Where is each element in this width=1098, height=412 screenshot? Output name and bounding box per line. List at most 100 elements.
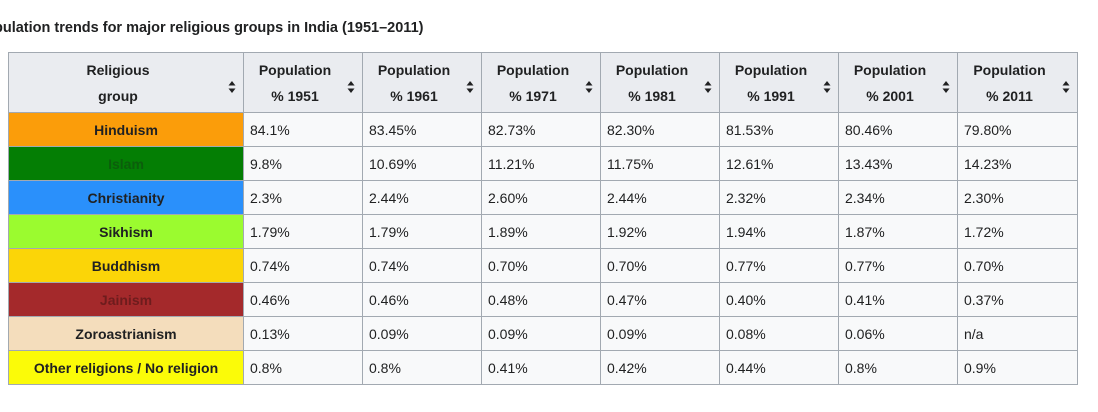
population-percent-cell: 0.41%: [481, 350, 601, 385]
column-header-label: Population: [973, 61, 1046, 78]
population-percent-cell: 11.75%: [600, 146, 720, 181]
column-header-label: % 1951: [271, 87, 319, 104]
table-row: Jainism 0.46% 0.46% 0.48% 0.47% 0.40% 0.41% 0.3…: [8, 282, 1078, 317]
column-header-label: % 2001: [866, 87, 914, 104]
population-percent-cell: 1.94%: [719, 214, 839, 249]
column-header-label: Population: [258, 61, 332, 78]
population-percent-cell: 2.44%: [600, 180, 720, 215]
population-percent-cell: 0.47%: [600, 282, 720, 317]
column-header-4[interactable]: Population % 1981: [600, 52, 720, 113]
column-header-label: Population: [496, 61, 570, 78]
sort-toggle-icon[interactable]: [347, 76, 355, 93]
population-percent-cell: 0.48%: [481, 282, 601, 317]
population-percent-cell: 0.46%: [362, 282, 482, 317]
population-percent-cell: 79.80%: [957, 112, 1078, 147]
table-row: Christianity 2.3% 2.44% 2.60% 2.44% 2.32% 2.34…: [8, 180, 1078, 215]
population-percent-cell: 12.61%: [719, 146, 839, 181]
table-caption: pulation trends for major religious grou…: [0, 20, 424, 36]
column-header-label: Religious: [86, 61, 150, 78]
column-header-label: % 1981: [628, 87, 676, 104]
column-header-label: Population: [853, 61, 927, 78]
religion-name-cell: Other religions / No religion: [8, 350, 244, 385]
population-percent-cell: 10.69%: [362, 146, 482, 181]
population-percent-cell: 0.06%: [838, 316, 958, 351]
population-percent-cell: 0.08%: [719, 316, 839, 351]
table-row: Islam 9.8% 10.69% 11.21% 11.75% 12.61% 13.43% 1…: [8, 146, 1078, 181]
population-percent-cell: 0.8%: [243, 350, 363, 385]
sort-toggle-icon[interactable]: [942, 76, 950, 93]
column-header-label: % 1991: [747, 87, 795, 104]
table-body: Hinduism 84.1% 83.45% 82.73% 82.30% 81.53% 80.…: [8, 112, 1078, 385]
population-percent-cell: 1.72%: [957, 214, 1078, 249]
religion-name-cell: Jainism: [8, 282, 244, 317]
column-header-7[interactable]: Population % 2011: [957, 52, 1078, 113]
population-percent-cell: 14.23%: [957, 146, 1078, 181]
religion-name-cell: Christianity: [8, 180, 244, 215]
column-header-label: Population: [615, 61, 689, 78]
column-header-label: % 1971: [509, 87, 557, 104]
population-percent-cell: 82.73%: [481, 112, 601, 147]
population-percent-cell: 0.9%: [957, 350, 1078, 385]
population-percent-cell: 0.70%: [600, 248, 720, 283]
religion-name-cell: Hinduism: [8, 112, 244, 147]
column-header-5[interactable]: Population % 1991: [719, 52, 839, 113]
column-header-label: % 1961: [390, 87, 438, 104]
population-percent-cell: 2.34%: [838, 180, 958, 215]
column-header-label: group: [98, 87, 138, 104]
population-percent-cell: 2.30%: [957, 180, 1078, 215]
population-percent-cell: 0.37%: [957, 282, 1078, 317]
population-percent-cell: 2.3%: [243, 180, 363, 215]
population-percent-cell: 0.09%: [362, 316, 482, 351]
population-percent-cell: 0.77%: [719, 248, 839, 283]
population-percent-cell: 0.74%: [362, 248, 482, 283]
population-percent-cell: 0.09%: [600, 316, 720, 351]
table-row: Sikhism 1.79% 1.79% 1.89% 1.92% 1.94% 1.87% 1.7…: [8, 214, 1078, 249]
sort-toggle-icon[interactable]: [1062, 76, 1070, 93]
sort-toggle-icon[interactable]: [585, 76, 593, 93]
religion-name-cell: Buddhism: [8, 248, 244, 283]
sort-toggle-icon[interactable]: [228, 76, 236, 93]
population-percent-cell: 0.8%: [838, 350, 958, 385]
sort-toggle-icon[interactable]: [704, 76, 712, 93]
column-header-label: Population: [734, 61, 808, 78]
column-header-2[interactable]: Population % 1961: [362, 52, 482, 113]
population-percent-cell: 9.8%: [243, 146, 363, 181]
population-percent-cell: 0.44%: [719, 350, 839, 385]
population-percent-cell: n/a: [957, 316, 1078, 351]
table-row: Hinduism 84.1% 83.45% 82.73% 82.30% 81.53% 80.…: [8, 112, 1078, 147]
population-percent-cell: 81.53%: [719, 112, 839, 147]
column-header-label: Population: [377, 61, 451, 78]
population-percent-cell: 0.41%: [838, 282, 958, 317]
population-percent-cell: 1.92%: [600, 214, 720, 249]
religion-name-cell: Sikhism: [8, 214, 244, 249]
religion-population-table: Religious group Population% 1951 Population…: [8, 52, 1078, 385]
population-percent-cell: 2.44%: [362, 180, 482, 215]
population-percent-cell: 83.45%: [362, 112, 482, 147]
population-percent-cell: 0.09%: [481, 316, 601, 351]
column-header-0[interactable]: Religious group: [8, 52, 244, 113]
population-percent-cell: 13.43%: [838, 146, 958, 181]
header-row: Religious group Population% 1951 Population…: [8, 52, 1078, 113]
table-row: Buddhism 0.74% 0.74% 0.70% 0.70% 0.77% 0.77% 0.…: [8, 248, 1078, 283]
population-percent-cell: 1.79%: [362, 214, 482, 249]
population-percent-cell: 0.70%: [481, 248, 601, 283]
population-percent-cell: 84.1%: [243, 112, 363, 147]
table-row: Zoroastrianism 0.13% 0.09% 0.09% 0.09% 0.08% 0…: [8, 316, 1078, 351]
population-percent-cell: 0.46%: [243, 282, 363, 317]
population-percent-cell: 0.42%: [600, 350, 720, 385]
column-header-3[interactable]: Population % 1971: [481, 52, 601, 113]
population-percent-cell: 1.89%: [481, 214, 601, 249]
population-percent-cell: 1.79%: [243, 214, 363, 249]
sort-toggle-icon[interactable]: [823, 76, 831, 93]
column-header-6[interactable]: Population % 2001: [838, 52, 958, 113]
population-percent-cell: 0.13%: [243, 316, 363, 351]
column-header-1[interactable]: Population % 1951: [243, 52, 363, 113]
population-percent-cell: 82.30%: [600, 112, 720, 147]
population-percent-cell: 1.87%: [838, 214, 958, 249]
population-percent-cell: 2.32%: [719, 180, 839, 215]
sort-toggle-icon[interactable]: [466, 76, 474, 93]
population-percent-cell: 80.46%: [838, 112, 958, 147]
religion-name-cell: Islam: [8, 146, 244, 181]
population-percent-cell: 0.8%: [362, 350, 482, 385]
column-header-label: % 2011: [986, 87, 1033, 104]
